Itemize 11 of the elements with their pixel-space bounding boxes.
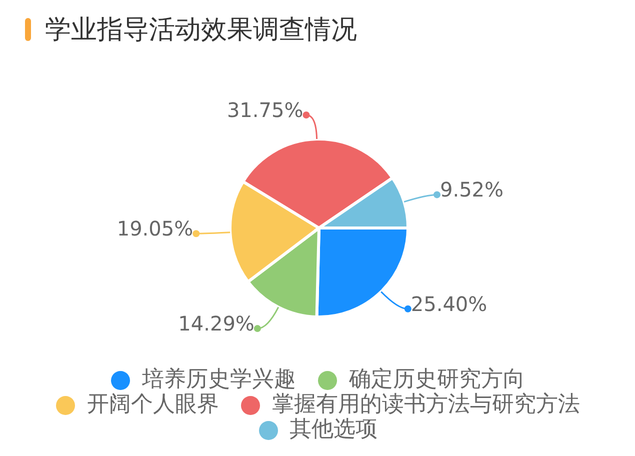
legend-label: 掌握有用的读书方法与研究方法: [272, 392, 580, 417]
data-label: 14.29%: [178, 312, 254, 336]
legend-label: 培养历史学兴趣: [142, 367, 296, 392]
legend-label: 其他选项: [290, 417, 378, 442]
legend-label: 开阔个人眼界: [87, 392, 219, 417]
data-label: 9.52%: [440, 178, 504, 202]
legend-label: 确定历史研究方向: [349, 367, 525, 392]
data-label: 25.40%: [410, 292, 488, 316]
chart-title: 学业指导活动效果调查情况: [45, 14, 357, 47]
data-label: 19.05%: [116, 216, 194, 241]
data-label: 31.75%: [226, 98, 304, 122]
